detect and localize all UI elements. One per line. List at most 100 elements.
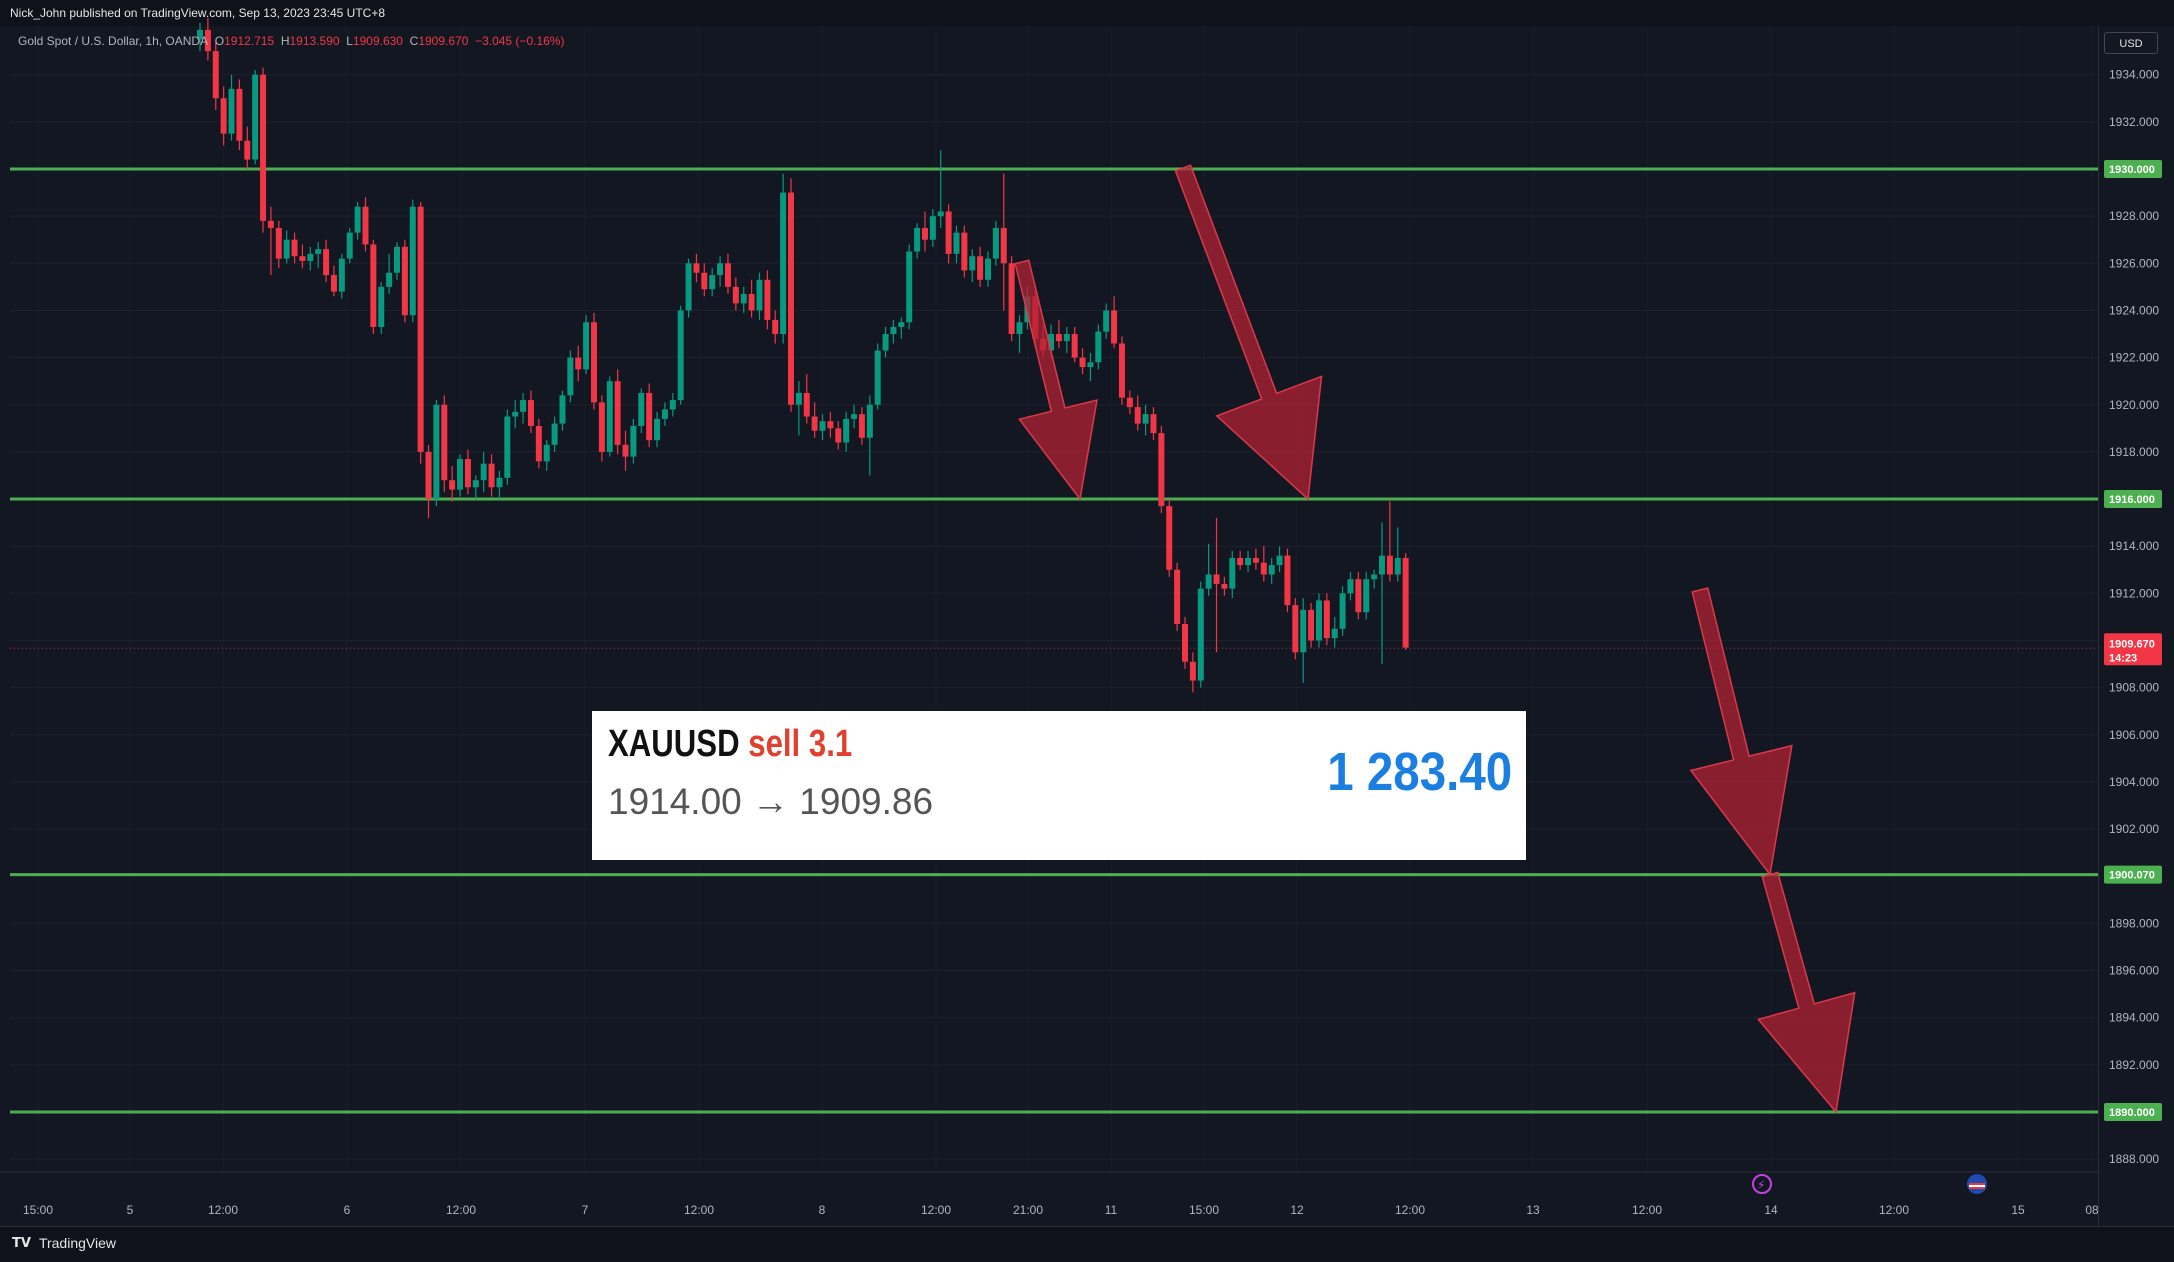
- candle: [275, 220, 282, 269]
- candle-body: [1103, 310, 1110, 332]
- candle-body: [858, 414, 865, 438]
- candle: [677, 305, 684, 405]
- price-tick-label: 1922.000: [2109, 351, 2159, 365]
- candle-body: [945, 211, 952, 254]
- time-tick-label: 12:00: [684, 1203, 714, 1217]
- candle-body: [1292, 605, 1299, 653]
- candle: [732, 277, 739, 311]
- candle-body: [1063, 334, 1070, 342]
- candle-body: [1363, 579, 1370, 613]
- time-tick-label: 8: [819, 1203, 826, 1217]
- candle-body: [425, 451, 432, 500]
- candle: [1087, 352, 1094, 382]
- candle-body: [346, 232, 353, 259]
- candle-body: [457, 458, 464, 490]
- candles: [197, 18, 1409, 693]
- currency-button[interactable]: USD: [2104, 32, 2158, 54]
- candle: [985, 251, 991, 287]
- candle: [654, 411, 661, 448]
- candle: [724, 253, 731, 294]
- candle-body: [559, 395, 566, 424]
- legend-high-label: H: [280, 34, 290, 48]
- legend-symbol[interactable]: Gold Spot / U.S. Dollar, 1h, OANDA: [18, 34, 209, 48]
- current-price-tag: [2104, 633, 2162, 666]
- candle-body: [1331, 628, 1338, 639]
- price-axis[interactable]: 1934.000 1932.000 1930.000 1928.000 1926.000…: [2104, 68, 2162, 1166]
- lightning-event-icon[interactable]: [1752, 1174, 1772, 1194]
- candle-body: [1008, 263, 1015, 335]
- symbol-legend: Gold Spot / U.S. Dollar, 1h, OANDA O1912…: [18, 34, 564, 48]
- time-axis[interactable]: 15:00 5 12:00 6 12:00 7 12:00 8 12:00 21:00 11 15:0…: [0, 1171, 2099, 1217]
- price-tick-label: 1904.000: [2109, 775, 2159, 789]
- candle-body: [1229, 557, 1236, 589]
- candle-body: [1126, 397, 1133, 408]
- candle-body: [252, 74, 259, 160]
- candle-body: [1268, 565, 1275, 575]
- candle-body: [417, 206, 424, 452]
- candle: [992, 220, 999, 266]
- candle: [378, 282, 385, 335]
- candle-body: [575, 357, 582, 370]
- candle: [835, 421, 842, 450]
- candle: [1071, 326, 1078, 363]
- candle: [1166, 499, 1173, 577]
- candle-body: [1197, 588, 1204, 681]
- candle-body: [1142, 414, 1149, 424]
- trend-arrow: [1174, 164, 1323, 501]
- candle: [866, 395, 873, 476]
- candle-body: [669, 400, 676, 410]
- candle-body: [488, 463, 495, 488]
- candle: [669, 392, 676, 417]
- candle: [559, 390, 566, 431]
- candle: [1315, 593, 1322, 648]
- candle: [441, 395, 448, 492]
- trend-arrow: [1689, 587, 1793, 877]
- candle-body: [921, 227, 928, 240]
- time-tick-label: 12:00: [446, 1203, 476, 1217]
- price-tick-label: 1934.000: [2109, 68, 2159, 82]
- candle: [1339, 586, 1346, 636]
- candle: [394, 242, 400, 280]
- level-price-tag: [2104, 1103, 2162, 1121]
- candle-body: [969, 256, 976, 271]
- candle-body: [1276, 555, 1283, 566]
- candle: [504, 409, 511, 485]
- candle: [851, 404, 858, 429]
- us-flag-stripe-white: [1969, 1185, 1985, 1187]
- price-tick-label: 1888.000: [2109, 1152, 2159, 1166]
- candle: [1189, 652, 1196, 693]
- candle: [598, 395, 605, 462]
- trade-symbol: XAUUSD: [608, 723, 740, 765]
- trend-arrows: [1014, 164, 1856, 1114]
- candle-body: [803, 392, 810, 417]
- candle-body: [1284, 555, 1291, 606]
- candle: [1150, 407, 1157, 441]
- trend-arrow: [1757, 871, 1856, 1114]
- price-tick-label: 1912.000: [2109, 586, 2159, 600]
- candle-body: [512, 411, 519, 417]
- trade-side: sell 3.1: [748, 723, 853, 765]
- candle-body: [1347, 579, 1354, 594]
- time-tick-label: 12:00: [921, 1203, 951, 1217]
- candle-body: [606, 381, 613, 452]
- candle-body: [370, 244, 377, 327]
- candle-body: [811, 416, 818, 431]
- candle-body: [992, 227, 999, 259]
- candle: [291, 232, 298, 264]
- candle: [1331, 616, 1338, 648]
- candle-body: [378, 286, 385, 327]
- candle-body: [1071, 334, 1078, 358]
- candle: [236, 79, 243, 151]
- tradingview-brand[interactable]: TV TradingView: [12, 1235, 116, 1251]
- candle: [685, 258, 692, 318]
- candle: [748, 279, 755, 318]
- candle: [197, 22, 203, 52]
- candle-body: [1323, 600, 1330, 639]
- level-price-label: 1890.000: [2109, 1107, 2155, 1119]
- legend-change: −3.045 (−0.16%): [475, 34, 565, 48]
- time-tick-label: 15:00: [23, 1203, 53, 1217]
- candle: [945, 204, 952, 264]
- current-price-label: 1909.670: [2109, 638, 2155, 650]
- candle-body: [1111, 310, 1118, 344]
